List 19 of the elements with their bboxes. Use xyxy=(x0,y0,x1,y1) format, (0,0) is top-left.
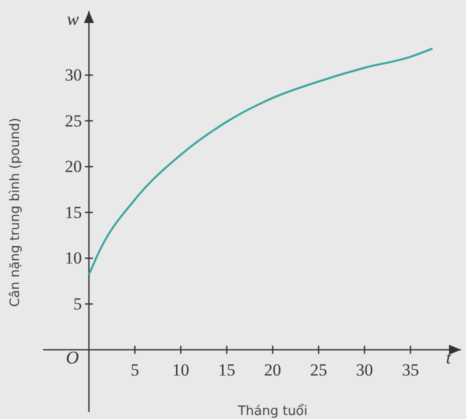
y-tick-label: 15 xyxy=(64,202,82,222)
line-series xyxy=(88,48,434,276)
y-tick-label: 25 xyxy=(64,111,82,130)
x-tick-label: 25 xyxy=(310,360,328,380)
x-tick-label: 15 xyxy=(218,360,236,380)
y-axis-title: Cân nặng trung bình (pound) xyxy=(8,118,23,307)
x-tick-label: 10 xyxy=(172,360,190,380)
annotation: O xyxy=(66,348,79,368)
y-tick-label: 5 xyxy=(73,294,82,314)
x-tick-label: 5 xyxy=(130,360,140,380)
x-tick-label: 20 xyxy=(264,360,282,380)
annotation: w xyxy=(66,9,79,29)
y-tick-label: 30 xyxy=(64,66,82,85)
y-tick-label: 20 xyxy=(64,157,82,176)
annotation: t xyxy=(446,348,452,368)
x-axis-title: Tháng tuổi xyxy=(236,403,308,419)
x-tick-label: 35 xyxy=(402,360,419,380)
x-tick-label: 30 xyxy=(356,360,374,380)
y-tick-label: 10 xyxy=(64,248,82,268)
